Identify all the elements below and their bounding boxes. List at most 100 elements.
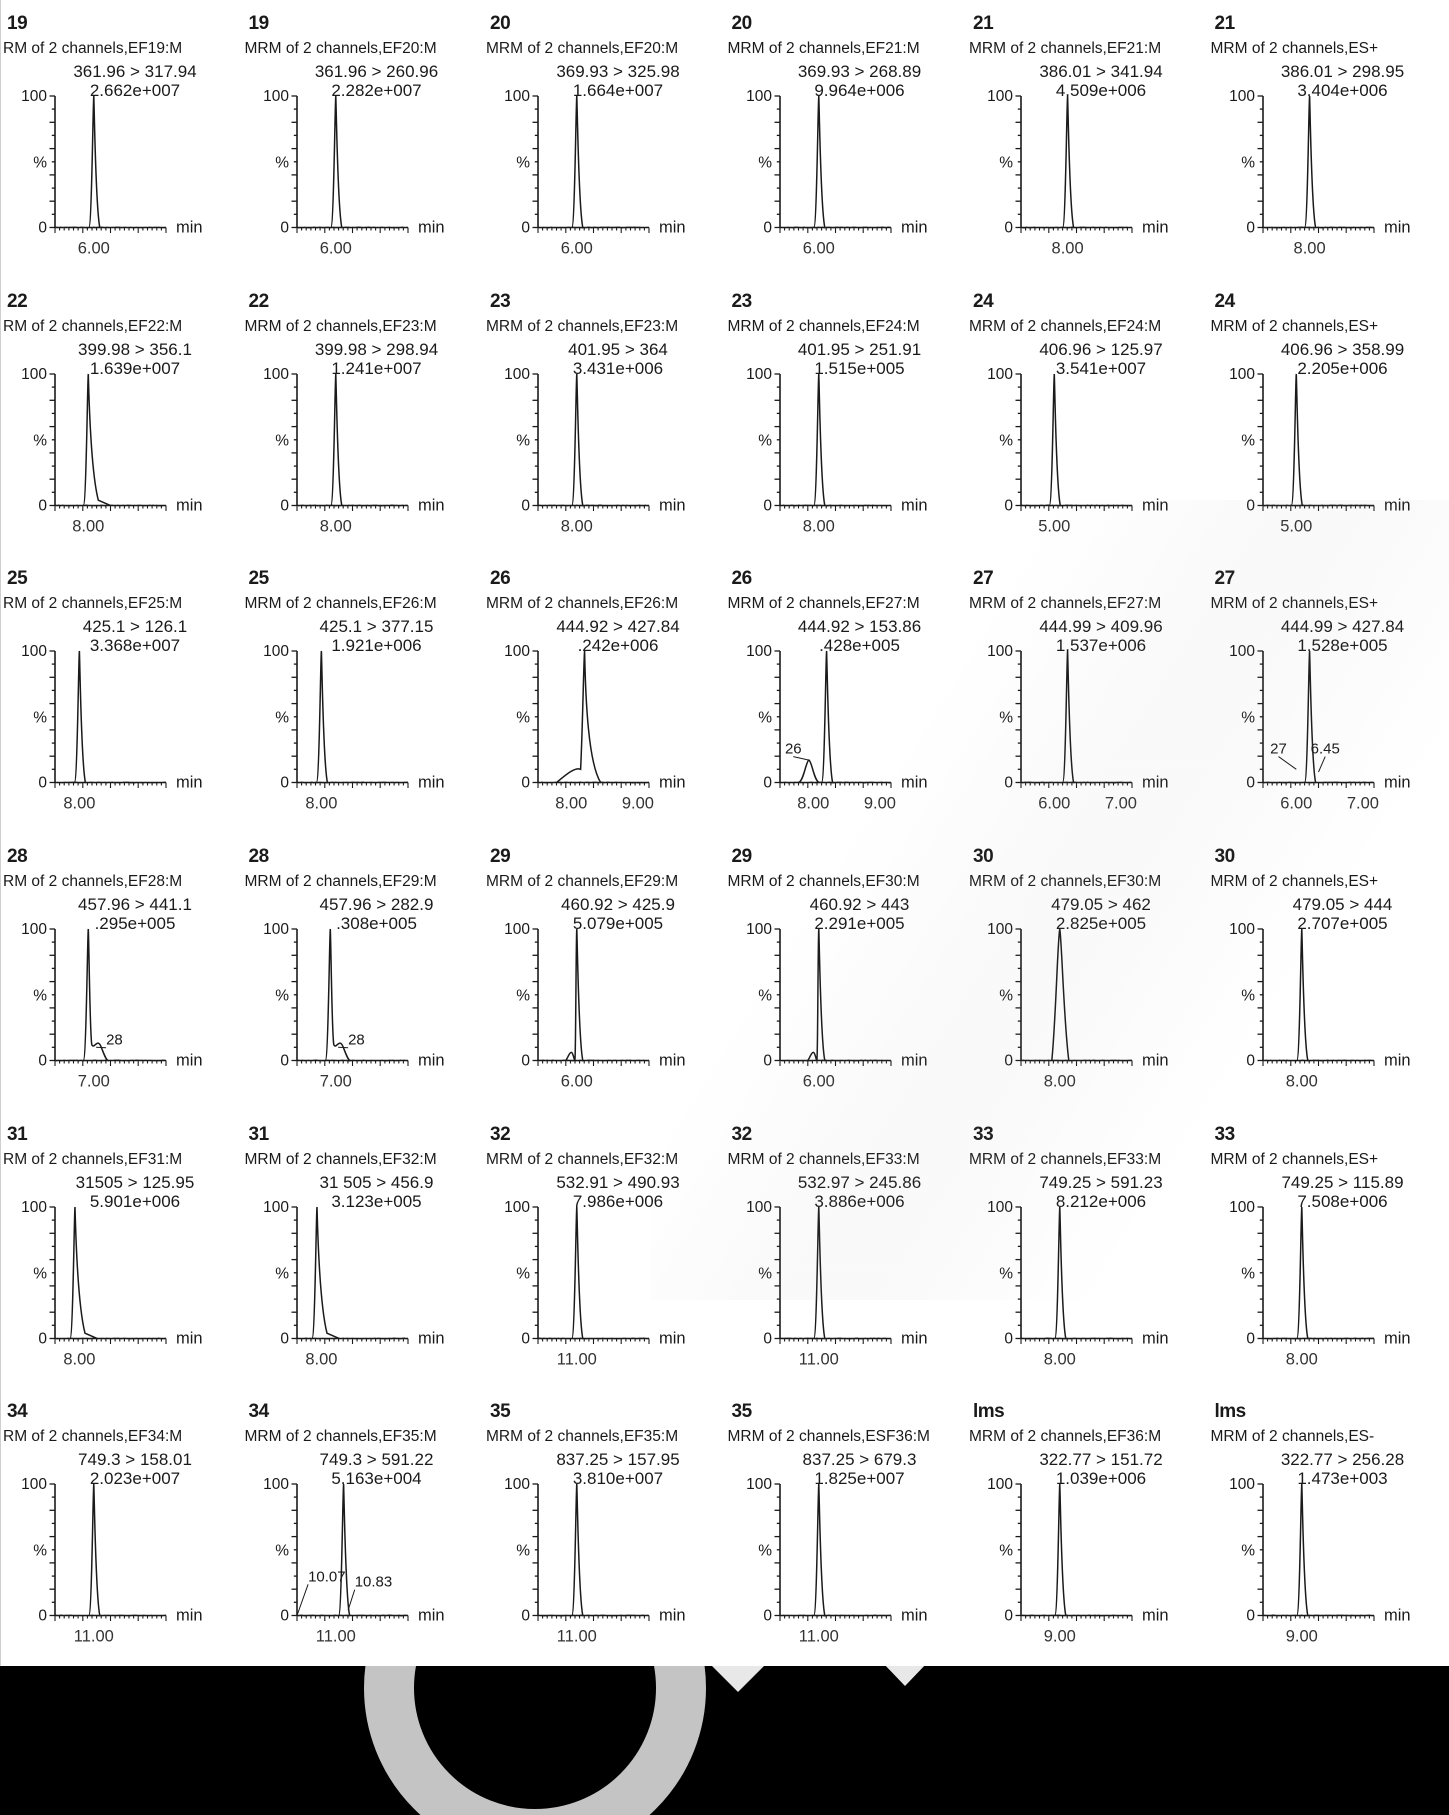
svg-text:100: 100 <box>987 921 1013 938</box>
svg-text:9.00: 9.00 <box>1285 1628 1317 1646</box>
svg-text:%: % <box>758 988 772 1005</box>
svg-text:0: 0 <box>763 1608 772 1625</box>
svg-text:0: 0 <box>1246 497 1255 514</box>
svg-text:100: 100 <box>504 366 530 383</box>
svg-text:8.00: 8.00 <box>1044 1350 1076 1368</box>
svg-text:min: min <box>417 1329 444 1347</box>
svg-text:%: % <box>33 988 47 1005</box>
svg-text:min: min <box>417 1051 444 1069</box>
svg-text:%: % <box>1241 988 1255 1005</box>
svg-text:0: 0 <box>521 1330 530 1347</box>
svg-text:%: % <box>999 1543 1013 1560</box>
svg-text:8.00: 8.00 <box>63 1350 95 1368</box>
svg-text:0: 0 <box>521 1608 530 1625</box>
svg-text:8.00: 8.00 <box>1285 1072 1317 1090</box>
svg-text:min: min <box>659 774 686 792</box>
svg-text:100: 100 <box>746 1476 772 1493</box>
svg-text:%: % <box>758 155 772 172</box>
svg-text:%: % <box>275 710 289 727</box>
svg-text:8.00: 8.00 <box>63 795 95 813</box>
svg-text:100: 100 <box>504 921 530 938</box>
svg-text:0: 0 <box>763 1052 772 1069</box>
svg-text:min: min <box>1142 774 1169 792</box>
svg-text:100: 100 <box>263 1199 289 1216</box>
svg-text:0: 0 <box>1004 1052 1013 1069</box>
svg-text:0: 0 <box>521 219 530 236</box>
svg-text:100: 100 <box>263 366 289 383</box>
svg-text:min: min <box>417 774 444 792</box>
svg-text:%: % <box>999 988 1013 1005</box>
svg-text:min: min <box>659 496 686 514</box>
svg-text:100: 100 <box>504 1199 530 1216</box>
svg-text:%: % <box>516 1543 530 1560</box>
svg-text:8.00: 8.00 <box>1044 1072 1076 1090</box>
svg-text:%: % <box>999 1265 1013 1282</box>
svg-text:100: 100 <box>1229 1199 1255 1216</box>
svg-text:8.00: 8.00 <box>319 517 351 535</box>
svg-text:min: min <box>1383 774 1410 792</box>
svg-text:0: 0 <box>521 775 530 792</box>
svg-text:100: 100 <box>987 1199 1013 1216</box>
svg-text:min: min <box>900 1051 927 1069</box>
svg-text:%: % <box>275 1265 289 1282</box>
svg-text:6.00: 6.00 <box>561 1072 593 1090</box>
svg-text:0: 0 <box>280 1330 289 1347</box>
svg-text:6.00: 6.00 <box>802 1072 834 1090</box>
svg-text:0: 0 <box>1246 219 1255 236</box>
svg-text:min: min <box>1383 218 1410 236</box>
svg-text:11.00: 11.00 <box>557 1350 597 1368</box>
svg-text:min: min <box>417 496 444 514</box>
svg-text:%: % <box>1241 155 1255 172</box>
svg-text:%: % <box>516 988 530 1005</box>
svg-text:28: 28 <box>106 1032 123 1049</box>
svg-text:%: % <box>516 1265 530 1282</box>
svg-text:100: 100 <box>1229 921 1255 938</box>
svg-text:min: min <box>417 1607 444 1625</box>
svg-text:min: min <box>1142 496 1169 514</box>
svg-text:9.00: 9.00 <box>863 795 895 813</box>
svg-text:100: 100 <box>1229 366 1255 383</box>
svg-text:%: % <box>999 710 1013 727</box>
svg-text:%: % <box>33 1265 47 1282</box>
svg-text:min: min <box>176 1607 203 1625</box>
svg-text:%: % <box>33 432 47 449</box>
svg-text:0: 0 <box>1004 219 1013 236</box>
svg-text:100: 100 <box>1229 643 1255 660</box>
svg-text:6.00: 6.00 <box>78 239 110 257</box>
svg-text:27: 27 <box>1270 741 1287 758</box>
svg-text:6.00: 6.00 <box>1280 795 1312 813</box>
svg-text:min: min <box>417 218 444 236</box>
svg-text:100: 100 <box>504 643 530 660</box>
svg-text:6.00: 6.00 <box>1038 795 1070 813</box>
svg-text:min: min <box>1142 218 1169 236</box>
svg-text:0: 0 <box>763 219 772 236</box>
svg-text:0: 0 <box>1004 1608 1013 1625</box>
svg-text:0: 0 <box>763 497 772 514</box>
svg-text:0: 0 <box>1004 775 1013 792</box>
svg-text:%: % <box>33 1543 47 1560</box>
svg-text:100: 100 <box>746 921 772 938</box>
svg-text:min: min <box>900 1329 927 1347</box>
svg-text:7.00: 7.00 <box>1105 795 1137 813</box>
svg-text:100: 100 <box>263 88 289 105</box>
svg-text:min: min <box>900 218 927 236</box>
svg-text:7.00: 7.00 <box>319 1072 351 1090</box>
svg-text:min: min <box>176 774 203 792</box>
svg-text:100: 100 <box>746 366 772 383</box>
svg-text:0: 0 <box>280 497 289 514</box>
svg-text:100: 100 <box>263 643 289 660</box>
svg-text:8.00: 8.00 <box>72 517 104 535</box>
svg-text:100: 100 <box>21 921 47 938</box>
svg-text:100: 100 <box>1229 1476 1255 1493</box>
svg-text:%: % <box>1241 1265 1255 1282</box>
svg-text:min: min <box>1142 1051 1169 1069</box>
svg-text:11.00: 11.00 <box>798 1350 838 1368</box>
svg-text:%: % <box>758 1265 772 1282</box>
svg-text:min: min <box>659 1051 686 1069</box>
svg-text:0: 0 <box>280 219 289 236</box>
svg-text:100: 100 <box>746 88 772 105</box>
svg-text:min: min <box>1142 1607 1169 1625</box>
svg-text:8.00: 8.00 <box>305 1350 337 1368</box>
svg-text:%: % <box>516 710 530 727</box>
svg-text:min: min <box>176 1051 203 1069</box>
